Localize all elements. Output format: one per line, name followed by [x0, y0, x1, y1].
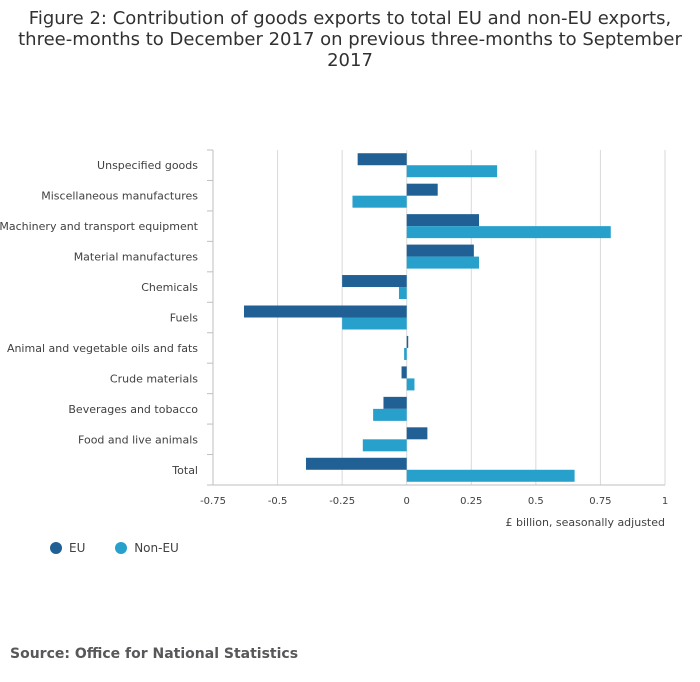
non-eu-bar[interactable] — [406, 226, 611, 239]
x-tick-label: 0 — [404, 496, 410, 507]
legend-eu-swatch — [50, 542, 62, 554]
x-tick-label: -0.5 — [268, 496, 288, 507]
eu-bar[interactable] — [243, 305, 407, 318]
source-note: Source: Office for National Statistics — [10, 646, 299, 662]
non-eu-bar[interactable] — [406, 378, 415, 391]
x-tick-label: 1 — [662, 496, 668, 507]
category-label: Chemicals — [141, 281, 198, 294]
non-eu-bar[interactable] — [352, 195, 407, 208]
title-line-2: three-months to December 2017 on previou… — [18, 29, 682, 50]
chart-title: Figure 2: Contribution of goods exports … — [0, 8, 700, 71]
eu-bar[interactable] — [383, 396, 407, 409]
category-label: Machinery and transport equipment — [0, 220, 199, 233]
x-tick-label: 0.5 — [528, 496, 544, 507]
x-axis-title: £ billion, seasonally adjusted — [506, 516, 665, 529]
non-eu-bar[interactable] — [404, 347, 407, 360]
title-line-1: Figure 2: Contribution of goods exports … — [28, 8, 672, 29]
non-eu-bar[interactable] — [373, 408, 407, 421]
legend-non-eu-label: Non-EU — [134, 541, 179, 555]
non-eu-bar[interactable] — [362, 439, 407, 452]
category-label: Miscellaneous manufactures — [41, 190, 198, 203]
category-label: Animal and vegetable oils and fats — [7, 342, 198, 355]
bar-chart: Unspecified goods Miscellaneous manufactu… — [0, 149, 668, 529]
title-line-3: 2017 — [327, 50, 373, 71]
category-label: Total — [171, 464, 198, 477]
legend-item-eu[interactable]: EU — [50, 541, 85, 555]
category-label: Beverages and tobacco — [68, 403, 198, 416]
legend: EU Non-EU — [50, 541, 205, 557]
x-tick-label: -0.25 — [329, 496, 355, 507]
eu-bar[interactable] — [342, 275, 407, 288]
category-label: Material manufactures — [74, 251, 199, 264]
category-labels: Unspecified goods Miscellaneous manufactu… — [0, 159, 199, 477]
eu-bar[interactable] — [406, 214, 480, 227]
non-eu-bar[interactable] — [406, 469, 575, 482]
eu-bar[interactable] — [401, 366, 407, 379]
x-tick-label: 0.75 — [589, 496, 611, 507]
category-label: Food and live animals — [78, 433, 198, 446]
x-tick-label: 0.25 — [460, 496, 482, 507]
eu-bar[interactable] — [305, 457, 407, 470]
eu-bar[interactable] — [406, 244, 474, 257]
non-eu-bar[interactable] — [406, 165, 498, 178]
gridlines — [207, 149, 666, 486]
legend-non-eu-swatch — [115, 542, 128, 554]
category-label: Crude materials — [110, 372, 198, 385]
bars — [243, 153, 611, 482]
legend-eu-label: EU — [69, 541, 86, 555]
legend-item-non-eu[interactable]: Non-EU — [115, 541, 179, 555]
non-eu-bar[interactable] — [406, 256, 480, 269]
x-axis-ticks: -0.75 -0.5 -0.25 0 0.25 0.5 0.75 1 — [200, 496, 668, 507]
category-label: Unspecified goods — [97, 159, 198, 172]
x-tick-label: -0.75 — [200, 496, 226, 507]
non-eu-bar[interactable] — [342, 317, 407, 330]
category-label: Fuels — [170, 312, 199, 325]
eu-bar[interactable] — [406, 335, 409, 348]
eu-bar[interactable] — [357, 153, 407, 166]
eu-bar[interactable] — [406, 427, 428, 440]
non-eu-bar[interactable] — [398, 287, 407, 300]
eu-bar[interactable] — [406, 183, 438, 196]
